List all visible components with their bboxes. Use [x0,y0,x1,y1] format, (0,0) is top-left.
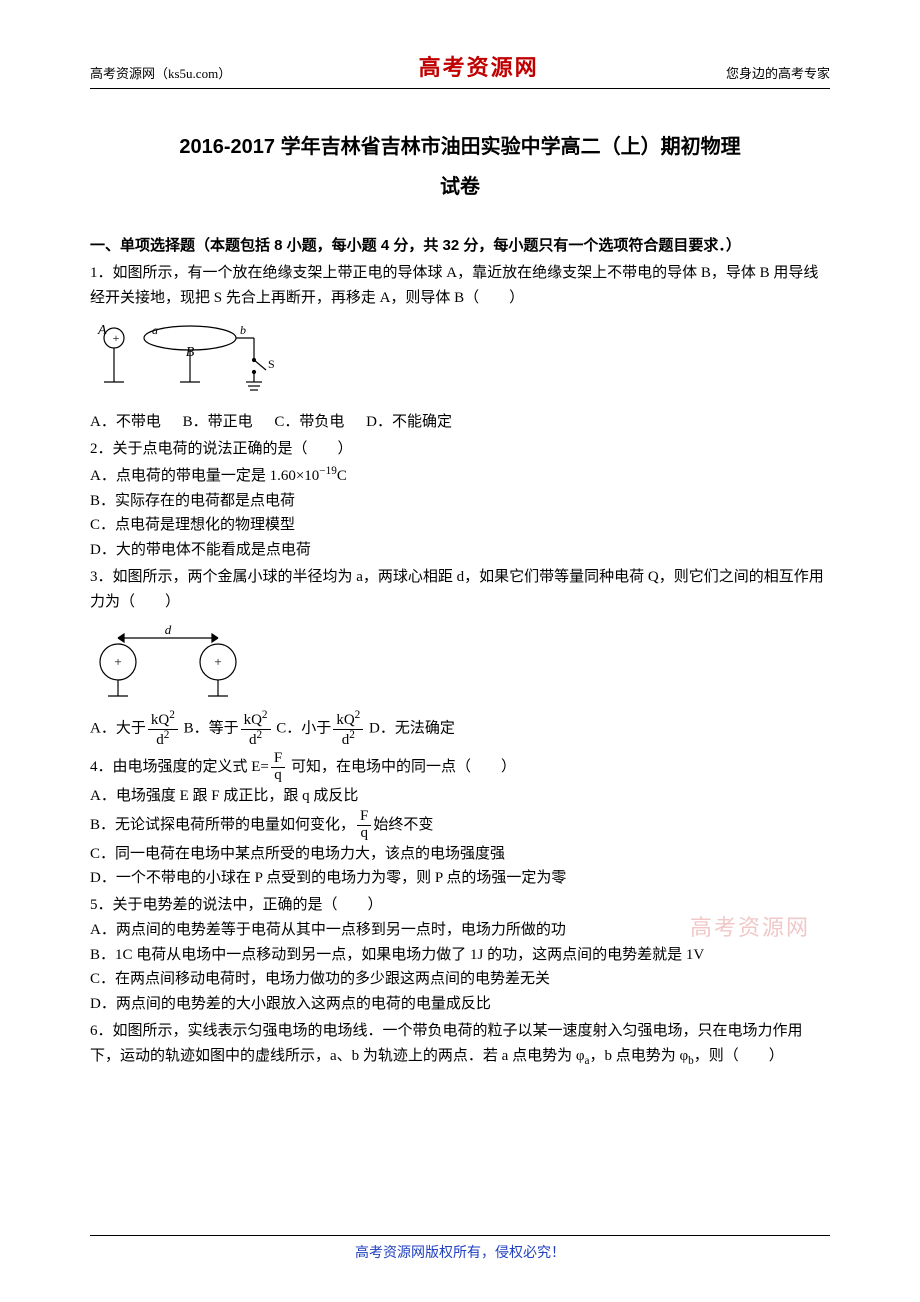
q1-label-b: b [240,323,246,337]
question-6: 6．如图所示，实线表示匀强电场的电场线．一个带负电荷的粒子以某一速度射入匀强电场… [90,1019,830,1070]
q4-stem: 4．由电场强度的定义式 E=Fq 可知，在电场中的同一点（ ） [90,751,830,784]
q6-stem-tail: ，则（ ） [694,1048,784,1064]
q1-sign-icon: + [113,331,120,345]
q1-opt-B: B．带正电 [183,414,253,430]
q3-sign2-icon: + [214,654,221,669]
q1-label-S: S [268,357,275,371]
page-footer: 高考资源网版权所有，侵权必究！ [90,1235,830,1262]
q5-opt-C: C．在两点间移动电荷时，电场力做功的多少跟这两点间的电势差无关 [90,967,830,992]
section1-heading: 一、单项选择题（本题包括 8 小题，每小题 4 分，共 32 分，每小题只有一个… [90,234,830,259]
q1-figure: + A a B b [90,318,830,402]
q2-opt-B: B．实际存在的电荷都是点电荷 [90,489,830,514]
question-4: 4．由电场强度的定义式 E=Fq 可知，在电场中的同一点（ ） A．电场强度 E… [90,751,830,891]
q3-formula-C: kQ2d2 [333,710,363,749]
q3-label-d: d [165,622,172,637]
q1-stem: 1．如图所示，有一个放在绝缘支架上带正电的导体球 A，靠近放在绝缘支架上不带电的… [90,265,818,306]
question-2: 2．关于点电荷的说法正确的是（ ） A．点电荷的带电量一定是 1.60×10−1… [90,437,830,563]
q5-stem: 5．关于电势差的说法中，正确的是（ ） [90,893,830,918]
q4-opt-A: A．电场强度 E 跟 F 成正比，跟 q 成反比 [90,784,830,809]
header-center-logo: 高考资源网 [419,50,539,82]
q3-opt-A-prefix: A．大于 [90,721,146,737]
q1-opt-D: D．不能确定 [366,414,452,430]
question-1: 1．如图所示，有一个放在绝缘支架上带正电的导体球 A，靠近放在绝缘支架上不带电的… [90,261,830,435]
header-left-text: 高考资源网（ks5u.com） [90,63,231,82]
q4-opt-B: B．无论试探电荷所带的电量如何变化，Fq始终不变 [90,809,830,842]
q2-opt-D: D．大的带电体不能看成是点电荷 [90,538,830,563]
q1-opt-A: A．不带电 [90,414,161,430]
page-header: 高考资源网（ks5u.com） 高考资源网 您身边的高考专家 [90,0,830,89]
q1-options: A．不带电 B．带正电 C．带负电 D．不能确定 [90,410,830,435]
q1-opt-C: C．带负电 [274,414,344,430]
q6-stem-mid: ，b 点电势为 φ [589,1048,688,1064]
q3-figure: d + + [90,622,830,702]
q3-opt-B-prefix: B．等于 [184,721,239,737]
q2-opt-A: A．点电荷的带电量一定是 1.60×10−19C [90,462,830,489]
sub-title: 试卷 [90,171,830,204]
q4-opt-D: D．一个不带电的小球在 P 点受到的电场力为零，则 P 点的场强一定为零 [90,866,830,891]
q4-formula: Fq [271,751,285,784]
q3-opt-D: D．无法确定 [369,721,455,737]
q3-formula-B: kQ2d2 [241,710,271,749]
question-5: 5．关于电势差的说法中，正确的是（ ） A．两点间的电势差等于电荷从其中一点移到… [90,893,830,1017]
q5-opt-D: D．两点间的电势差的大小跟放入这两点的电荷的电量成反比 [90,992,830,1017]
q3-formula-A: kQ2d2 [148,710,178,749]
q4-formula-B: Fq [357,809,371,842]
header-right-text: 您身边的高考专家 [726,63,830,82]
q4-opt-C: C．同一电荷在电场中某点所受的电场力大，该点的电场强度强 [90,842,830,867]
q3-sign1-icon: + [114,654,121,669]
q5-opt-A: A．两点间的电势差等于电荷从其中一点移到另一点时，电场力所做的功 [90,918,830,943]
q3-options: A．大于kQ2d2 B．等于kQ2d2 C．小于kQ2d2 D．无法确定 [90,710,830,749]
main-title: 2016-2017 学年吉林省吉林市油田实验中学高二（上）期初物理 [90,129,830,165]
q2-opt-C: C．点电荷是理想化的物理模型 [90,513,830,538]
q1-label-A: A [97,323,107,338]
q2-stem: 2．关于点电荷的说法正确的是（ ） [90,437,830,462]
q3-opt-C-prefix: C．小于 [276,721,331,737]
question-3: 3．如图所示，两个金属小球的半径均为 a，两球心相距 d，如果它们带等量同种电荷… [90,565,830,749]
q3-stem: 3．如图所示，两个金属小球的半径均为 a，两球心相距 d，如果它们带等量同种电荷… [90,565,830,615]
page-content: 2016-2017 学年吉林省吉林市油田实验中学高二（上）期初物理 试卷 一、单… [0,89,920,1070]
q1-label-a: a [152,323,158,337]
q5-opt-B: B．1C 电荷从电场中一点移动到另一点，如果电场力做了 1J 的功，这两点间的电… [90,943,830,968]
